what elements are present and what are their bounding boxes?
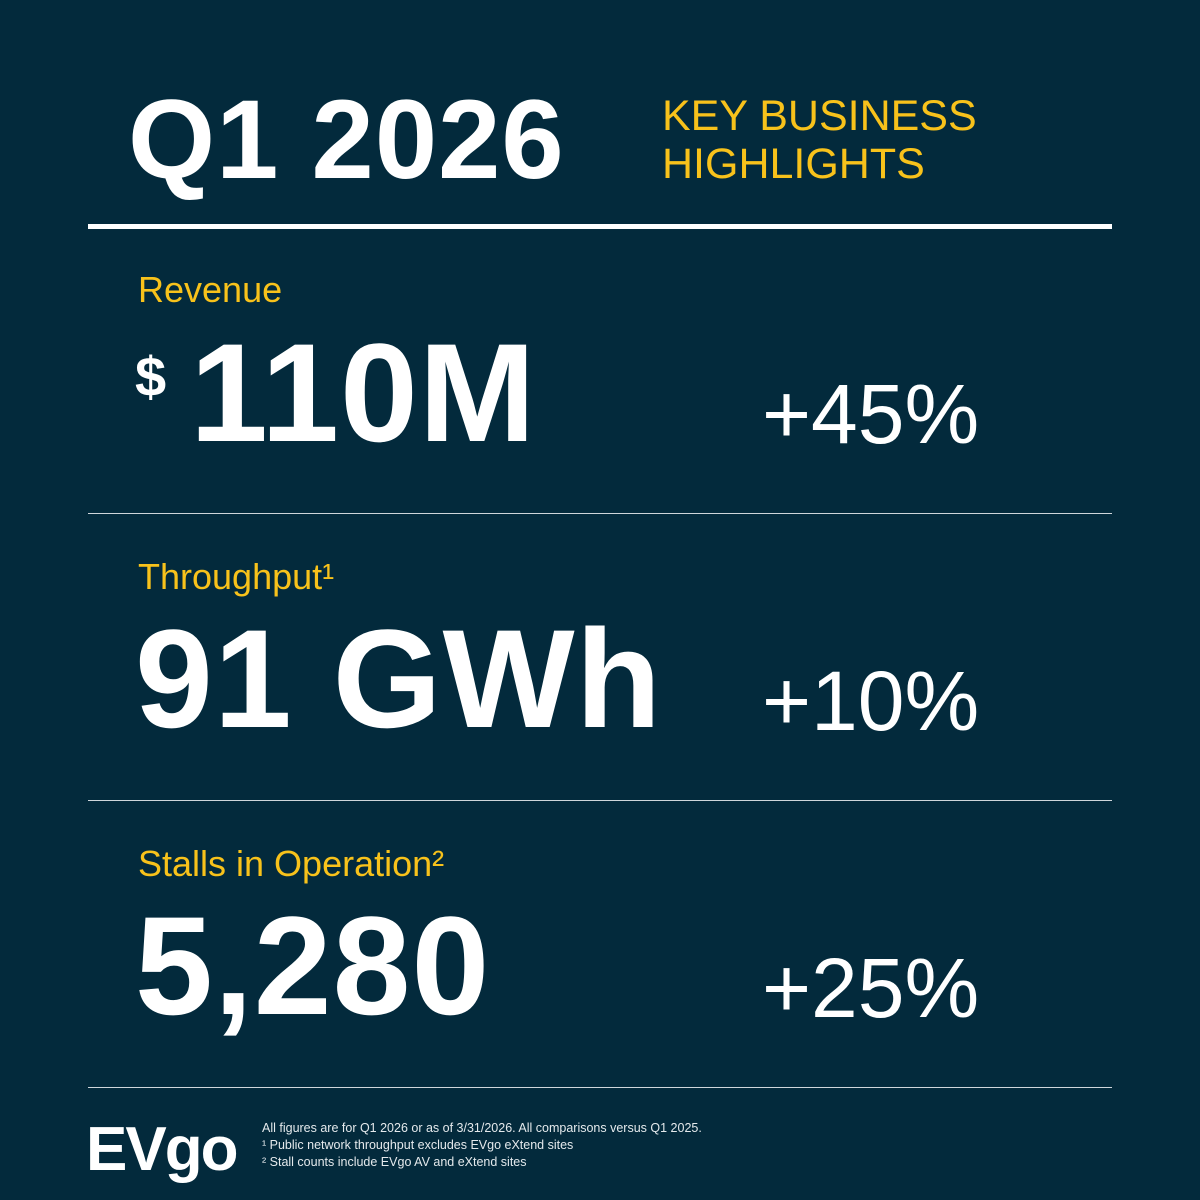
subtitle-line-2: HIGHLIGHTS <box>662 140 925 188</box>
section-divider <box>88 800 1112 801</box>
evgo-logo: EVgo <box>86 1115 238 1184</box>
throughput-change: +10% <box>762 654 980 748</box>
stalls-change: +25% <box>762 941 980 1035</box>
throughput-value: 91 GWh <box>135 600 663 757</box>
revenue-currency-symbol: $ <box>135 345 167 408</box>
stalls-label: Stalls in Operation² <box>138 843 445 884</box>
header-subtitle: KEY BUSINESS HIGHLIGHTS <box>662 92 977 188</box>
footnotes: All figures are for Q1 2026 or as of 3/3… <box>262 1120 702 1171</box>
section-divider <box>88 513 1112 514</box>
revenue-label: Revenue <box>138 269 283 310</box>
stalls-value: 5,280 <box>135 887 491 1044</box>
throughput-label: Throughput¹ <box>138 556 335 597</box>
revenue-value: 110M <box>190 314 537 471</box>
subtitle-line-1: KEY BUSINESS <box>662 92 977 140</box>
quarter-title: Q1 2026 <box>128 77 565 202</box>
header-divider <box>88 224 1112 229</box>
footnote-2: ² Stall counts include EVgo AV and eXten… <box>262 1155 527 1169</box>
revenue-change: +45% <box>762 367 980 461</box>
footnote-general: All figures are for Q1 2026 or as of 3/3… <box>262 1121 702 1135</box>
footnote-1: ¹ Public network throughput excludes EVg… <box>262 1138 574 1152</box>
footer-divider <box>88 1087 1112 1088</box>
